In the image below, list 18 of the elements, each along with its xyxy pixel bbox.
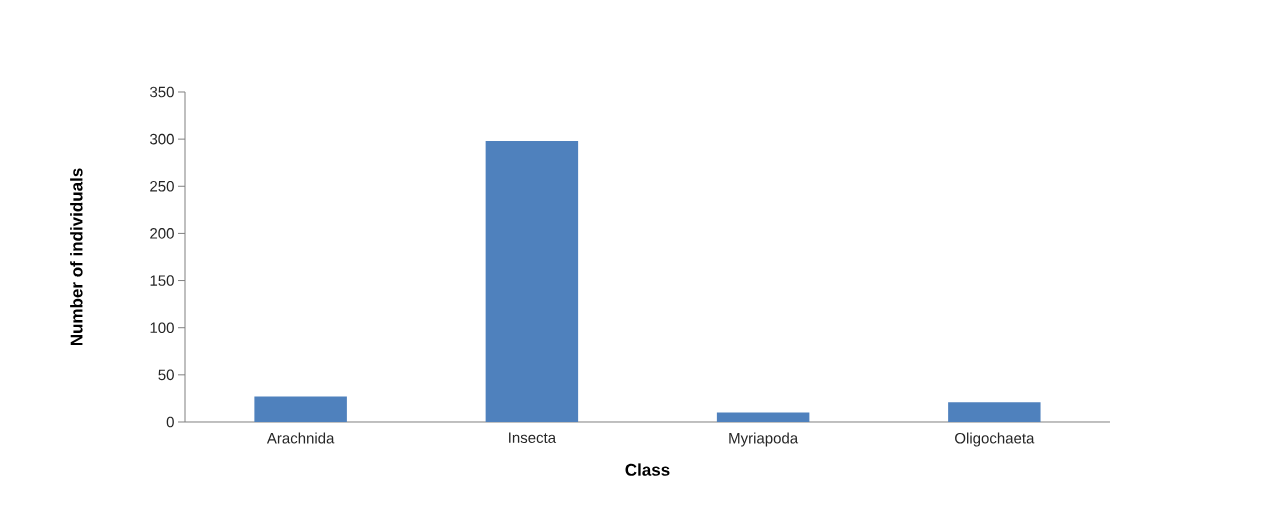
- y-tick-label: 350: [150, 86, 174, 98]
- y-tick-label: 150: [150, 275, 174, 286]
- y-axis-title: Number of individuals: [70, 168, 83, 346]
- x-tick-label: Oligochaeta: [955, 432, 1035, 447]
- y-tick-label: 100: [150, 322, 174, 334]
- x-tick-label: Myriapoda: [729, 432, 799, 447]
- y-tick-label: 0: [166, 416, 174, 428]
- y-tick-label: 50: [158, 369, 174, 381]
- bar: [254, 396, 347, 422]
- x-tick-label: Arachnida: [266, 432, 335, 444]
- bar: [716, 412, 810, 422]
- y-tick-label: 300: [150, 133, 174, 145]
- x-axis-title: Class: [625, 463, 670, 476]
- bar: [948, 402, 1041, 422]
- bar: [485, 141, 579, 422]
- y-tick-label: 250: [150, 180, 174, 192]
- x-tick-label: Insecta: [509, 432, 557, 443]
- y-tick-label: 200: [150, 228, 174, 239]
